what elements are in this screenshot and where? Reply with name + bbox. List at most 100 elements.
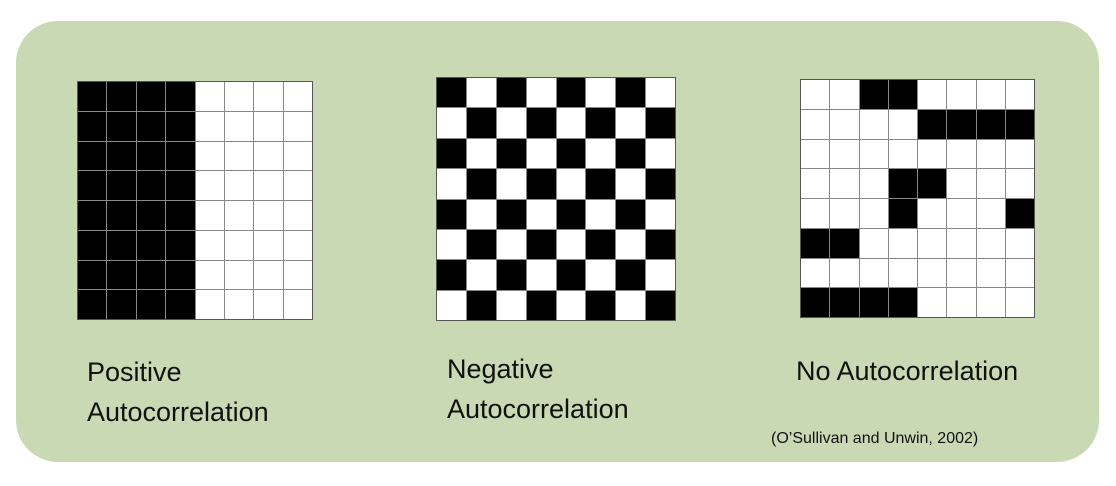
empty-cell [859, 109, 888, 139]
filled-cell [136, 260, 166, 290]
empty-cell [830, 109, 859, 139]
filled-cell [107, 230, 136, 260]
empty-cell [830, 258, 859, 288]
filled-cell [556, 138, 586, 169]
empty-cell [283, 141, 312, 171]
positive-autocorrelation-label: Positive Autocorrelation [87, 352, 269, 432]
filled-cell [616, 78, 646, 108]
empty-cell [466, 260, 496, 290]
empty-cell [616, 290, 646, 320]
empty-cell [224, 141, 254, 171]
empty-cell [254, 82, 283, 111]
empty-cell [976, 80, 1005, 109]
filled-cell [78, 82, 107, 111]
empty-cell [801, 139, 830, 169]
empty-cell [947, 258, 976, 288]
empty-cell [1005, 80, 1034, 109]
empty-cell [918, 258, 947, 288]
filled-cell [646, 290, 675, 320]
empty-cell [254, 201, 283, 230]
filled-cell [136, 141, 166, 171]
filled-cell [136, 82, 166, 111]
filled-cell [586, 108, 616, 138]
empty-cell [283, 111, 312, 141]
empty-cell [976, 139, 1005, 169]
empty-cell [976, 258, 1005, 288]
empty-cell [254, 171, 283, 200]
empty-cell [195, 201, 224, 230]
filled-cell [78, 171, 107, 200]
empty-cell [918, 199, 947, 228]
filled-cell [556, 199, 586, 229]
filled-cell [166, 201, 195, 230]
filled-cell [107, 171, 136, 200]
empty-cell [947, 169, 976, 198]
filled-cell [859, 288, 888, 317]
empty-cell [646, 260, 675, 290]
filled-cell [166, 260, 195, 290]
filled-cell [437, 199, 466, 229]
empty-cell [556, 169, 586, 199]
empty-cell [616, 108, 646, 138]
negative-autocorrelation-grid [436, 77, 676, 321]
empty-cell [496, 290, 526, 320]
empty-cell [859, 139, 888, 169]
filled-cell [136, 230, 166, 260]
empty-cell [224, 201, 254, 230]
no-autocorrelation-grid [800, 79, 1035, 318]
filled-cell [78, 290, 107, 319]
filled-cell [801, 228, 830, 258]
filled-cell [888, 199, 917, 228]
empty-cell [918, 288, 947, 317]
filled-cell [166, 290, 195, 319]
filled-cell [136, 111, 166, 141]
filled-cell [830, 228, 859, 258]
empty-cell [437, 169, 466, 199]
empty-cell [224, 82, 254, 111]
empty-cell [195, 111, 224, 141]
filled-cell [801, 288, 830, 317]
empty-cell [254, 111, 283, 141]
label-line: Autocorrelation [447, 394, 629, 424]
filled-cell [496, 199, 526, 229]
empty-cell [283, 290, 312, 319]
filled-cell [586, 169, 616, 199]
empty-cell [830, 199, 859, 228]
filled-cell [526, 290, 556, 320]
filled-cell [888, 288, 917, 317]
filled-cell [888, 80, 917, 109]
empty-cell [801, 199, 830, 228]
negative-autocorrelation-label: Negative Autocorrelation [447, 349, 629, 429]
filled-cell [166, 171, 195, 200]
filled-cell [616, 260, 646, 290]
empty-cell [586, 260, 616, 290]
filled-cell [496, 138, 526, 169]
empty-cell [466, 78, 496, 108]
empty-cell [224, 260, 254, 290]
filled-cell [166, 230, 195, 260]
filled-cell [859, 80, 888, 109]
filled-cell [136, 201, 166, 230]
filled-cell [78, 111, 107, 141]
label-line: Positive [87, 357, 182, 387]
empty-cell [586, 78, 616, 108]
filled-cell [466, 108, 496, 138]
filled-cell [918, 169, 947, 198]
empty-cell [195, 230, 224, 260]
filled-cell [830, 288, 859, 317]
empty-cell [254, 230, 283, 260]
empty-cell [556, 229, 586, 260]
label-line: Negative [447, 354, 554, 384]
empty-cell [947, 199, 976, 228]
filled-cell [586, 229, 616, 260]
filled-cell [616, 199, 646, 229]
empty-cell [646, 138, 675, 169]
empty-cell [646, 199, 675, 229]
empty-cell [224, 111, 254, 141]
label-line: No Autocorrelation [796, 356, 1019, 386]
empty-cell [976, 199, 1005, 228]
filled-cell [496, 78, 526, 108]
empty-cell [466, 199, 496, 229]
empty-cell [976, 288, 1005, 317]
filled-cell [107, 201, 136, 230]
